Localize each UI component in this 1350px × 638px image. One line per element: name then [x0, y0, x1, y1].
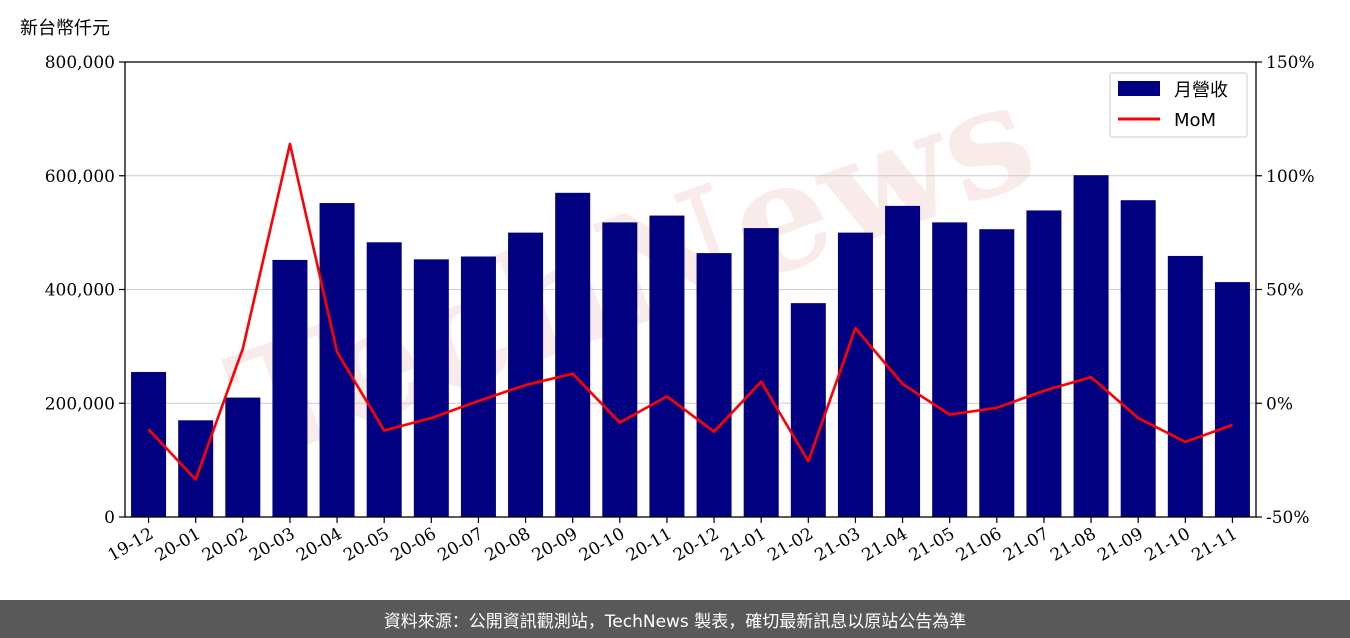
bar	[319, 203, 355, 518]
bar	[131, 371, 167, 517]
left-tick-label: 400,000	[45, 281, 115, 301]
x-tick-label: 21-02	[764, 524, 816, 566]
bar	[555, 192, 591, 517]
x-tick-label: 21-01	[717, 524, 769, 566]
bar	[413, 259, 449, 517]
x-tick-label: 20-05	[340, 524, 392, 566]
x-tick-label: 21-08	[1047, 524, 1099, 566]
x-tick-label: 20-11	[623, 524, 675, 566]
right-tick-label: 50%	[1266, 281, 1304, 301]
bar	[366, 242, 402, 517]
line-series	[147, 142, 1233, 481]
x-tick-label: 21-04	[859, 524, 911, 566]
right-tick-label: 150%	[1266, 53, 1315, 73]
bar	[696, 253, 732, 517]
legend-label-line: MoM	[1174, 110, 1216, 131]
right-tick-label: -50%	[1266, 508, 1310, 528]
left-tick-label: 800,000	[45, 53, 115, 73]
right-tick-label: 0%	[1266, 394, 1293, 414]
bar	[1073, 175, 1109, 517]
legend-label-bar: 月營收	[1174, 80, 1228, 101]
left-tick-label: 0	[104, 508, 115, 528]
gridlines	[125, 175, 1256, 404]
bar	[460, 256, 496, 517]
left-tick-label: 600,000	[45, 167, 115, 187]
chart: TechNews 0200,000400,000600,000800,000-5…	[45, 45, 1315, 566]
x-tick-label: 20-02	[199, 524, 251, 566]
x-tick-label: 21-07	[1000, 524, 1052, 566]
x-tick-label: 21-09	[1094, 524, 1146, 566]
bar	[837, 232, 873, 517]
bar	[1214, 282, 1250, 517]
bar-series	[131, 175, 1250, 518]
bar	[885, 205, 921, 518]
mom-line	[147, 142, 1233, 481]
bar	[1167, 255, 1203, 517]
x-tick-label: 20-08	[482, 524, 534, 566]
bar	[979, 229, 1015, 517]
bar	[932, 222, 968, 517]
bar	[649, 215, 685, 517]
x-tick-label: 20-12	[670, 524, 722, 566]
x-tick-label: 19-12	[105, 524, 157, 566]
legend: 月營收 MoM	[1109, 72, 1248, 138]
source-footer: 資料來源：公開資訊觀測站，TechNews 製表，確切最新訊息以原站公告為準	[0, 600, 1350, 638]
bar	[602, 222, 638, 517]
x-tick-label: 21-06	[953, 524, 1005, 566]
legend-swatch-bar	[1118, 81, 1160, 96]
left-tick-label: 200,000	[45, 394, 115, 414]
x-tick-label: 21-10	[1141, 524, 1193, 566]
x-tick-label: 20-04	[293, 524, 345, 566]
x-tick-label: 20-07	[434, 524, 486, 566]
bar	[225, 397, 261, 517]
bar	[508, 232, 544, 517]
bar	[178, 420, 214, 517]
bar	[743, 228, 779, 517]
x-tick-label: 21-05	[906, 524, 958, 566]
y-axis-unit-label: 新台幣仟元	[20, 18, 110, 39]
x-tick-label: 20-06	[387, 524, 439, 566]
x-tick-label: 21-11	[1188, 524, 1240, 566]
x-tick-label: 20-09	[529, 524, 581, 566]
bar	[1120, 200, 1156, 518]
right-tick-label: 100%	[1266, 167, 1315, 187]
bar	[790, 303, 826, 517]
x-tick-label: 20-01	[152, 524, 204, 566]
x-tick-label: 20-10	[576, 524, 628, 566]
bar	[272, 259, 308, 517]
bar	[1026, 210, 1062, 517]
x-tick-label: 21-03	[811, 524, 863, 566]
x-tick-label: 20-03	[246, 524, 298, 566]
